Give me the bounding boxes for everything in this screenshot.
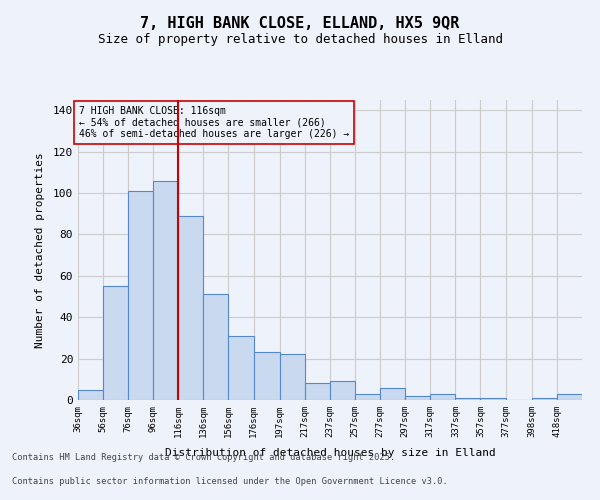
Bar xyxy=(254,352,280,400)
Bar xyxy=(405,396,430,400)
Bar xyxy=(330,382,355,400)
Bar xyxy=(128,191,153,400)
Bar xyxy=(78,390,103,400)
Bar xyxy=(229,336,254,400)
Bar xyxy=(355,394,380,400)
Text: Contains public sector information licensed under the Open Government Licence v3: Contains public sector information licen… xyxy=(12,477,448,486)
Bar xyxy=(280,354,305,400)
Bar xyxy=(532,398,557,400)
Text: 7, HIGH BANK CLOSE, ELLAND, HX5 9QR: 7, HIGH BANK CLOSE, ELLAND, HX5 9QR xyxy=(140,16,460,31)
Bar xyxy=(103,286,128,400)
Bar xyxy=(430,394,455,400)
X-axis label: Distribution of detached houses by size in Elland: Distribution of detached houses by size … xyxy=(164,448,496,458)
Bar xyxy=(380,388,405,400)
Bar xyxy=(305,384,330,400)
Text: 7 HIGH BANK CLOSE: 116sqm
← 54% of detached houses are smaller (266)
46% of semi: 7 HIGH BANK CLOSE: 116sqm ← 54% of detac… xyxy=(79,106,350,140)
Bar xyxy=(455,398,481,400)
Text: Size of property relative to detached houses in Elland: Size of property relative to detached ho… xyxy=(97,32,503,46)
Bar xyxy=(178,216,203,400)
Bar xyxy=(557,394,582,400)
Bar xyxy=(203,294,229,400)
Bar xyxy=(153,180,178,400)
Y-axis label: Number of detached properties: Number of detached properties xyxy=(35,152,44,348)
Bar xyxy=(481,398,506,400)
Text: Contains HM Land Registry data © Crown copyright and database right 2025.: Contains HM Land Registry data © Crown c… xyxy=(12,454,395,462)
